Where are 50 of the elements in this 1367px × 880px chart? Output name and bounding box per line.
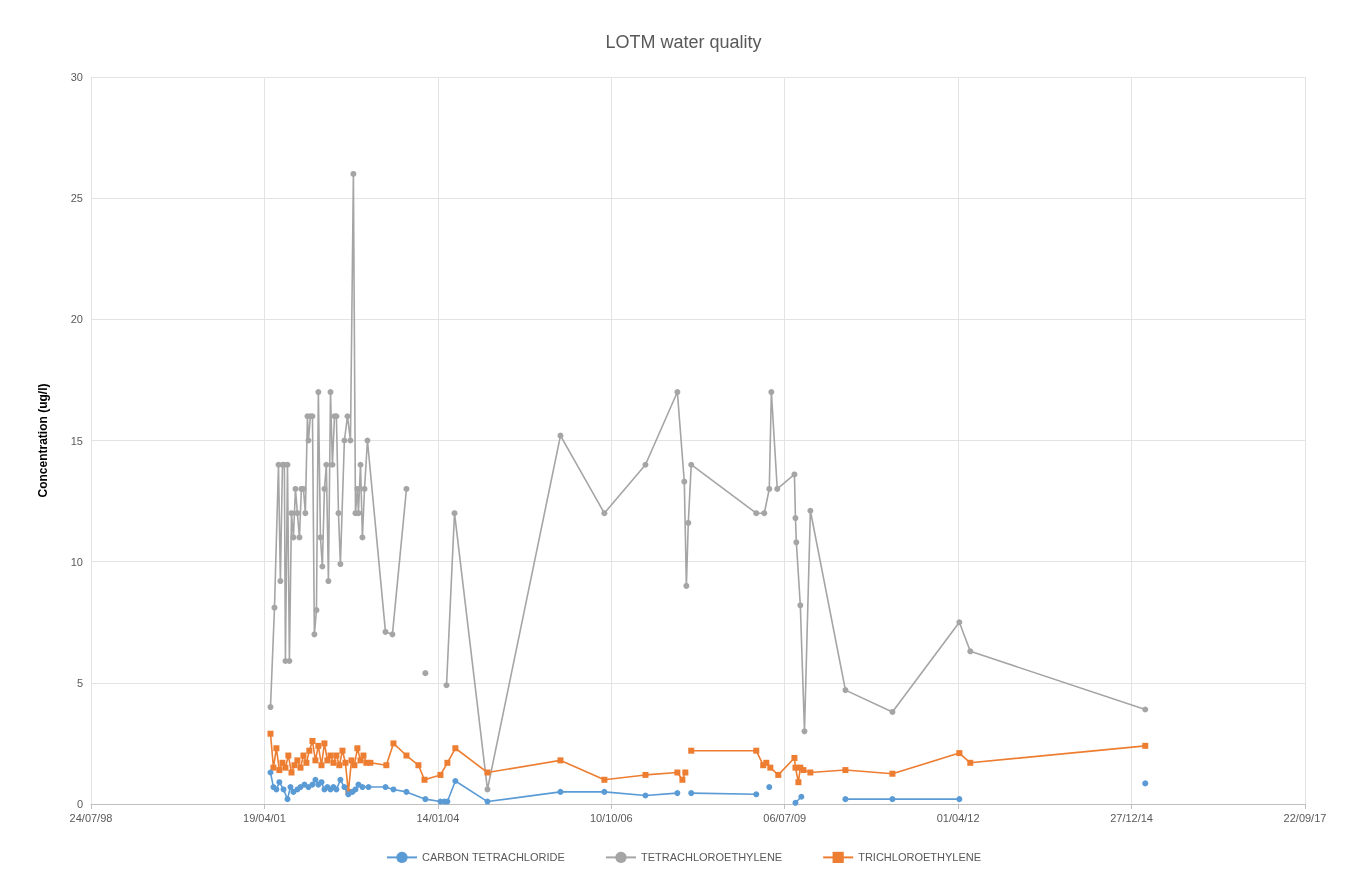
x-tick-label: 27/12/14 [1110, 811, 1153, 824]
point [382, 784, 389, 791]
point [889, 796, 896, 803]
point [792, 799, 799, 806]
point [642, 792, 649, 799]
y-tick-label: 10 [70, 555, 83, 568]
point [798, 793, 805, 800]
point [842, 796, 849, 803]
legend-label: TRICHLOROETHYLENE [858, 851, 982, 864]
x-tick-label: 22/09/17 [1283, 811, 1327, 824]
point [309, 781, 316, 788]
point [674, 790, 681, 797]
x-tick-label: 06/07/09 [763, 811, 807, 824]
point [557, 788, 564, 795]
x-tick-label: 24/07/98 [69, 811, 113, 824]
y-tick-label: 25 [70, 192, 83, 205]
y-tick-label: 5 [76, 676, 83, 689]
y-tick-label: 0 [76, 798, 83, 810]
point [287, 784, 294, 791]
point [484, 798, 491, 805]
point [688, 790, 695, 797]
point [601, 788, 608, 795]
y-tick-label: 30 [70, 71, 83, 83]
x-tick-label: 10/10/06 [589, 811, 633, 824]
point [359, 784, 366, 791]
x-tick-label: 01/04/12 [936, 811, 980, 824]
chart-title: LOTM water quality [605, 32, 762, 52]
point [276, 779, 283, 786]
x-tick-label: 14/01/04 [416, 811, 460, 824]
point [284, 796, 291, 803]
point [341, 784, 348, 791]
point [956, 796, 963, 803]
y-tick-label: 20 [70, 313, 83, 326]
point [766, 784, 773, 791]
y-axis-title: Concentration (ug/l) [36, 383, 50, 498]
y-tick-label: 15 [70, 434, 83, 447]
point [280, 786, 287, 793]
point [422, 796, 429, 803]
point [390, 786, 397, 793]
point [365, 784, 372, 791]
point [452, 777, 459, 784]
point [312, 776, 319, 783]
legend-label: CARBON TETRACHLORIDE [421, 851, 565, 864]
point [337, 776, 344, 783]
point [753, 791, 760, 798]
point [403, 788, 410, 795]
legend-label: TETRACHLOROETHYLENE [640, 851, 783, 864]
x-tick-label: 19/04/01 [243, 811, 286, 824]
point [267, 769, 274, 776]
point [1142, 780, 1149, 787]
